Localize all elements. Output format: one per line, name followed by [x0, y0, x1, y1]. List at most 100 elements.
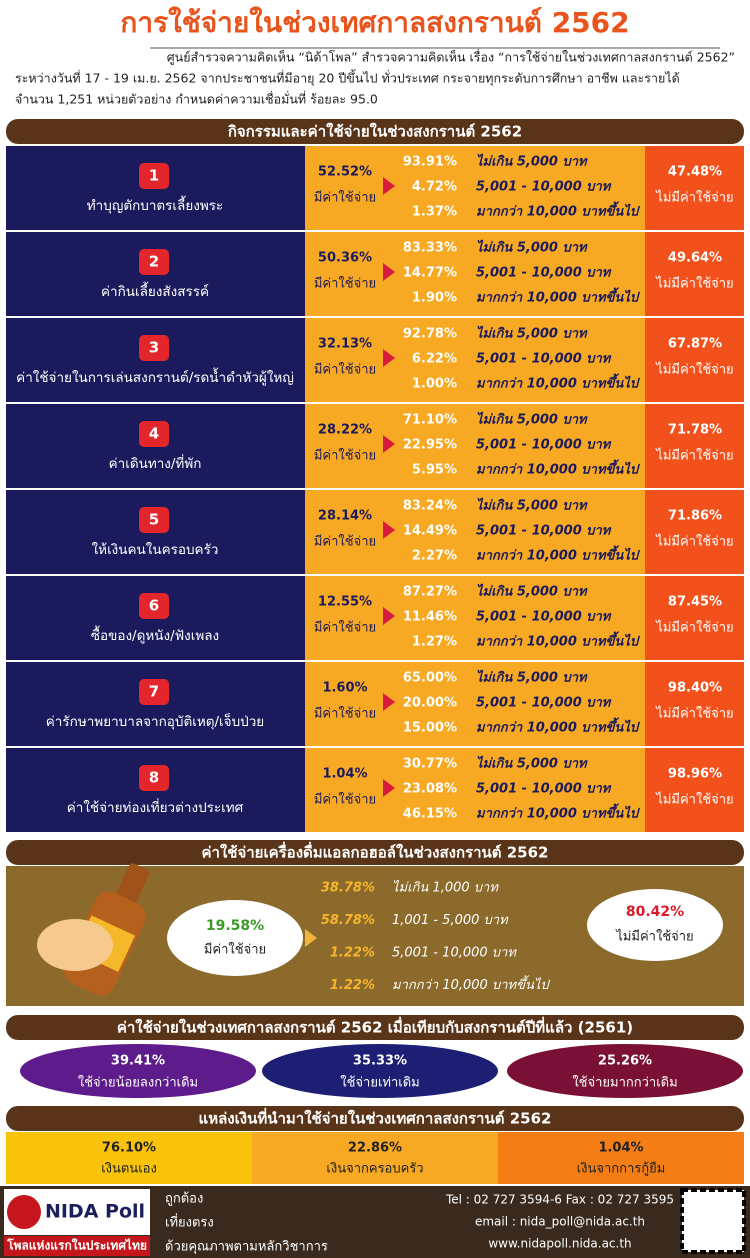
breakdown-range: 5,001 - 10,000 บาท: [476, 610, 612, 625]
breakdown-pct: 30.77%: [403, 757, 457, 772]
breakdown-range: มากกว่า 10,000 บาทขึ้นไป: [476, 803, 641, 822]
breakdown-pct: 11.46%: [403, 610, 457, 625]
spend-label: มีค่าใช้จ่าย: [314, 534, 376, 550]
spend-pct: 50.36%: [318, 251, 372, 266]
row-none-cell: [645, 576, 744, 660]
breakdown-range: มากกว่า 10,000 บาทขึ้นไป: [476, 287, 641, 306]
alcohol-breakdown-pct: 58.78%: [321, 913, 375, 928]
arrow: [383, 263, 395, 281]
number-badge: [139, 507, 169, 533]
qr-code: [680, 1188, 746, 1254]
breakdown-range: 5,001 - 10,000 บาท: [476, 696, 612, 711]
row-spend-cell: [305, 404, 645, 488]
none-label: ไม่มีค่าใช้จ่าย: [655, 362, 733, 378]
comparison-pct: 25.26%: [598, 1054, 652, 1069]
row-spend-cell: [305, 146, 645, 230]
none-pct: 98.96%: [668, 767, 722, 782]
footer-motto: ด้วยคุณภาพตามหลักวิชาการ: [165, 1240, 328, 1255]
arrow: [383, 177, 395, 195]
row-label: ซื้อของ/ดูหนัง/ฟังเพลง: [91, 625, 219, 644]
section-header-bar: [6, 1015, 744, 1040]
row-none-cell: [645, 232, 744, 316]
arrow: [383, 349, 395, 367]
number-badge: [139, 765, 169, 791]
arrow: [383, 435, 395, 453]
comparison-label: ใช้จ่ายน้อยลงกว่าเดิม: [78, 1075, 198, 1091]
footer-motto: เที่ยงตรง: [165, 1214, 214, 1231]
source-label: เงินจากครอบครัว: [326, 1162, 423, 1177]
breakdown-pct: 22.95%: [403, 438, 457, 453]
breakdown-pct: 14.49%: [403, 524, 457, 539]
breakdown-pct: 1.37%: [412, 205, 457, 220]
row-label: ทำบุญตักบาตรเลี้ยงพระ: [87, 195, 223, 214]
spend-label: มีค่าใช้จ่าย: [314, 620, 376, 636]
breakdown-pct: 14.77%: [403, 266, 457, 281]
source-label: เงินตนเอง: [101, 1162, 157, 1177]
breakdown-range: มากกว่า 10,000 บาทขึ้นไป: [476, 545, 641, 564]
comparison-pct: 35.33%: [353, 1054, 407, 1069]
section-header-bar: [6, 840, 744, 865]
number-badge: [139, 421, 169, 447]
row-label: ให้เงินคนในครอบครัว: [92, 541, 219, 558]
row-none-cell: [645, 662, 744, 746]
source-label: เงินจากการกู้ยืม: [577, 1161, 666, 1177]
none-pct: 87.45%: [668, 595, 722, 610]
section-title: กิจกรรมและค่าใช้จ่ายในช่วงสงกรานต์ 2562: [228, 123, 522, 141]
breakdown-range: ไม่เกิน 5,000 บาท: [476, 498, 588, 514]
footer-contact: Tel : 02 727 3594-6 Fax : 02 727 3595: [445, 1193, 674, 1207]
row-number: 4: [149, 425, 159, 443]
intro-line: ศูนย์สำรวจความคิดเห็น “นิด้าโพล” สำรวจคว…: [167, 49, 735, 66]
breakdown-pct: 71.10%: [403, 413, 457, 428]
none-pct: 67.87%: [668, 337, 722, 352]
breakdown-pct: 5.95%: [412, 463, 457, 478]
none-label: ไม่มีค่าใช้จ่าย: [655, 792, 733, 808]
alcohol-none-pct: 80.42%: [626, 904, 684, 920]
breakdown-range: 5,001 - 10,000 บาท: [476, 180, 612, 195]
page-title: การใช้จ่ายในช่วงเทศกาลสงกรานต์ 2562: [120, 6, 629, 39]
spend-label: มีค่าใช้จ่าย: [314, 706, 376, 722]
source-cell: [252, 1132, 498, 1184]
breakdown-pct: 93.91%: [403, 155, 457, 170]
breakdown-pct: 87.27%: [403, 585, 457, 600]
spend-pct: 28.22%: [318, 423, 372, 438]
spend-pct: 12.55%: [318, 595, 372, 610]
number-badge: [139, 249, 169, 275]
spend-label: มีค่าใช้จ่าย: [314, 448, 376, 464]
alcohol-breakdown-pct: 1.22%: [330, 946, 375, 961]
breakdown-range: 5,001 - 10,000 บาท: [476, 782, 612, 797]
none-pct: 71.78%: [668, 423, 722, 438]
none-label: ไม่มีค่าใช้จ่าย: [655, 534, 733, 550]
breakdown-pct: 15.00%: [403, 721, 457, 736]
breakdown-pct: 65.00%: [403, 671, 457, 686]
arrow: [383, 779, 395, 797]
breakdown-range: 5,001 - 10,000 บาท: [476, 438, 612, 453]
breakdown-range: ไม่เกิน 5,000 บาท: [476, 412, 588, 428]
alcohol-breakdown-pct: 1.22%: [330, 978, 375, 993]
none-label: ไม่มีค่าใช้จ่าย: [655, 620, 733, 636]
footer-motto: ถูกต้อง: [165, 1192, 203, 1207]
bottle-neck: [115, 863, 150, 907]
intro-line: จำนวน 1,251 หน่วยตัวอย่าง กำหนดค่าความเช…: [15, 91, 378, 107]
spend-label: มีค่าใช้จ่าย: [314, 362, 376, 378]
spend-pct: 52.52%: [318, 165, 372, 180]
comparison-bubble: [262, 1044, 498, 1098]
row-number: 7: [149, 683, 159, 701]
row-none-cell: [645, 490, 744, 574]
number-badge: [139, 593, 169, 619]
row-spend-cell: [305, 576, 645, 660]
breakdown-range: 5,001 - 10,000 บาท: [476, 266, 612, 281]
row-label: ค่าใช้จ่ายท่องเที่ยวต่างประเทศ: [67, 798, 244, 816]
spend-bubble: [167, 900, 303, 976]
section-title: ค่าใช้จ่ายในช่วงเทศกาลสงกรานต์ 2562 เมื่…: [117, 1017, 633, 1037]
logo-text: NIDA Poll: [45, 1201, 145, 1223]
breakdown-range: 5,001 - 10,000 บาท: [476, 352, 612, 367]
none-bubble: [587, 889, 723, 961]
breakdown-range: มากกว่า 10,000 บาทขึ้นไป: [476, 631, 641, 650]
section-header-bar: [6, 1106, 744, 1131]
comparison-label: ใช้จ่ายเท่าเดิม: [340, 1075, 419, 1091]
none-pct: 49.64%: [668, 251, 722, 266]
row-number: 3: [149, 339, 159, 357]
source-cell: [6, 1132, 252, 1184]
intro-line: ระหว่างวันที่ 17 - 19 เม.ย. 2562 จากประช…: [15, 69, 680, 87]
